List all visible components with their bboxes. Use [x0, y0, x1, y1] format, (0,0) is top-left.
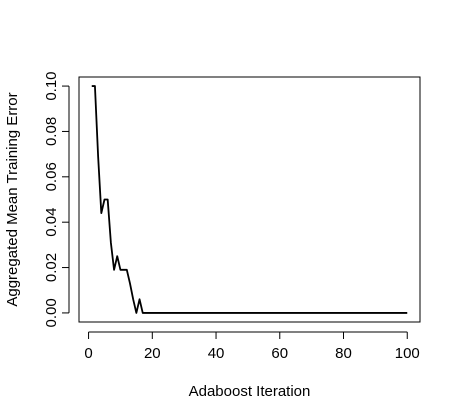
y-tick-label: 0.02	[43, 253, 60, 282]
x-tick-label: 80	[335, 345, 352, 362]
x-axis: 0 20 40 60 80 100	[84, 331, 420, 362]
y-tick-label: 0.08	[43, 117, 60, 146]
x-tick-label: 40	[208, 345, 225, 362]
y-tick-label: 0.00	[43, 298, 60, 327]
plot-frame	[78, 76, 421, 323]
x-tick-label: 20	[144, 345, 161, 362]
y-tick-label: 0.04	[43, 208, 60, 237]
x-axis-title: Adaboost Iteration	[189, 383, 311, 400]
x-tick-label: 60	[271, 345, 288, 362]
y-tick-label: 0.10	[43, 71, 60, 100]
series-layer	[91, 85, 408, 314]
y-axis-title: Aggregated Mean Training Error	[4, 92, 21, 306]
x-tick-label: 100	[395, 345, 420, 362]
y-tick-label: 0.06	[43, 162, 60, 191]
y-axis: 0.00 0.02 0.04 0.06 0.08 0.10	[43, 71, 70, 328]
x-tick-label: 0	[84, 345, 92, 362]
series-line	[91, 85, 408, 314]
